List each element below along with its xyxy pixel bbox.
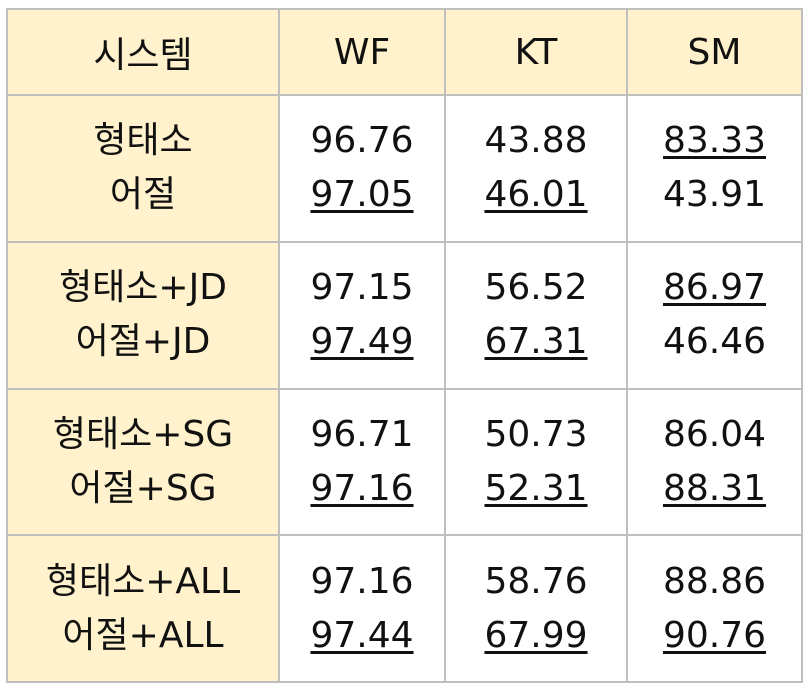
cell-kt: 56.52 67.31 [444,240,628,390]
row-label-line1: 형태소+JD [59,267,227,309]
cell-sm: 86.97 46.46 [626,240,803,390]
cell-sm: 88.86 90.76 [626,534,803,683]
cell-kt: 50.73 52.31 [444,387,628,537]
value-wf-2: 97.44 [310,614,414,656]
cell-wf: 96.71 97.16 [278,387,446,537]
table-row: 형태소+ALL 어절+ALL 97.16 97.44 58.76 67.99 8… [6,534,803,683]
row-label-line1: 형태소 [93,120,193,162]
row-label: 형태소+JD 어절+JD [6,240,280,390]
value-kt-2: 52.31 [484,467,588,509]
value-wf-1: 96.71 [310,413,414,455]
row-label: 형태소+ALL 어절+ALL [6,534,280,683]
value-sm-1: 86.97 [662,267,767,309]
row-label-line1: 형태소+SG [52,413,234,455]
header-wf: WF [278,8,446,96]
cell-sm: 86.04 88.31 [626,387,803,537]
row-label-line2: 어절+JD [75,321,211,363]
row-label: 형태소 어절 [6,94,280,243]
value-sm-2: 88.31 [662,467,767,509]
value-kt-2: 46.01 [484,174,588,216]
value-wf-2: 97.49 [310,321,414,363]
header-sm: SM [626,8,803,96]
row-label-line2: 어절+ALL [62,614,224,656]
cell-wf: 96.76 97.05 [278,94,446,243]
table-row: 형태소+JD 어절+JD 97.15 97.49 56.52 67.31 86.… [6,240,803,390]
value-kt-2: 67.31 [484,321,588,363]
value-wf-2: 97.16 [310,467,414,509]
header-row: 시스템 WF KT SM [6,8,803,96]
value-wf-1: 97.16 [310,560,414,602]
table-row: 형태소 어절 96.76 97.05 43.88 46.01 83.33 43.… [6,94,803,243]
value-sm-2: 46.46 [662,321,767,363]
cell-wf: 97.16 97.44 [278,534,446,683]
value-sm-1: 86.04 [662,413,767,455]
value-kt-1: 58.76 [484,560,588,602]
value-sm-1: 88.86 [662,560,767,602]
value-sm-2: 90.76 [662,614,767,656]
value-kt-2: 67.99 [484,614,588,656]
cell-kt: 43.88 46.01 [444,94,628,243]
value-wf-1: 96.76 [310,120,414,162]
value-kt-1: 43.88 [484,120,588,162]
header-kt: KT [444,8,628,96]
value-kt-1: 56.52 [484,267,588,309]
row-label: 형태소+SG 어절+SG [6,387,280,537]
value-sm-1: 83.33 [662,120,767,162]
value-wf-1: 97.15 [310,267,414,309]
row-label-line1: 형태소+ALL [45,560,241,602]
value-sm-2: 43.91 [662,174,767,216]
row-label-line2: 어절 [109,174,177,216]
value-wf-2: 97.05 [310,174,414,216]
cell-kt: 58.76 67.99 [444,534,628,683]
row-label-line2: 어절+SG [69,467,217,509]
header-system: 시스템 [6,8,280,96]
value-kt-1: 50.73 [484,413,588,455]
results-table: 시스템 WF KT SM 형태소 어절 96.76 97.05 43.88 46… [6,8,803,683]
cell-sm: 83.33 43.91 [626,94,803,243]
table-row: 형태소+SG 어절+SG 96.71 97.16 50.73 52.31 86.… [6,387,803,537]
cell-wf: 97.15 97.49 [278,240,446,390]
